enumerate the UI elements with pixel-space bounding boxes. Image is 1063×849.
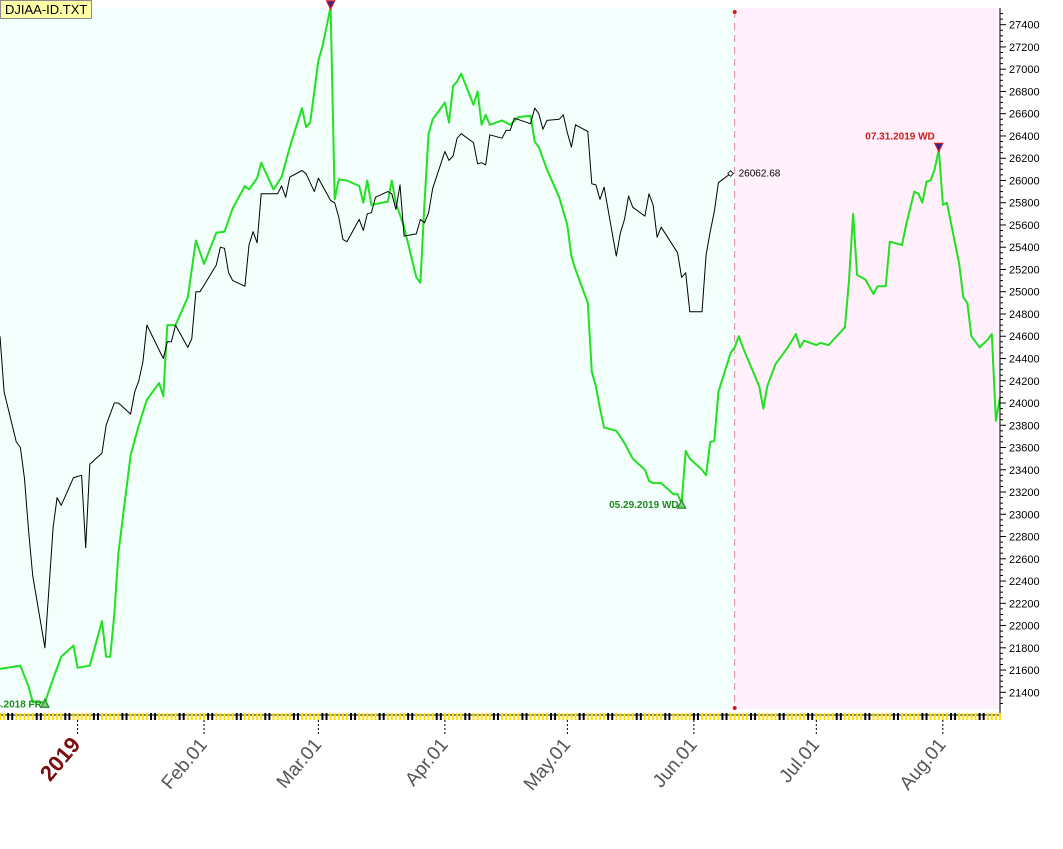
y-tick-label: 26600 [1009, 109, 1040, 121]
y-tick-label: 23600 [1009, 443, 1040, 455]
forecast-background [734, 8, 1000, 709]
y-tick-label: 21600 [1009, 665, 1040, 677]
y-tick-label: 25200 [1009, 264, 1040, 276]
file-title-label: DJIAA-ID.TXT [0, 0, 93, 19]
bottom-annotation-label: 12.24.2018 FR [0, 699, 43, 710]
y-tick-label: 27000 [1009, 64, 1040, 76]
y-tick-label: 26400 [1009, 131, 1040, 143]
y-tick-label: 25400 [1009, 242, 1040, 254]
annotation-layer: 26062.6803.04.2019 MO07.31.2019 WD05.29.… [0, 0, 944, 710]
y-tick-label: 21400 [1009, 687, 1040, 699]
x-axis: 2019 Feb.01 Mar.01 Apr.01 May.01 Jun.01 Jul.01… [0, 713, 1001, 795]
x-tick-label: 2019 [35, 732, 86, 786]
x-tick-label: Jun.01 [649, 735, 702, 792]
y-axis: 21400 21600 21800 22000 22200 22400 22600 22800… [999, 8, 1040, 719]
y-tick-label: 23400 [1009, 465, 1040, 477]
y-tick-label: 22200 [1009, 598, 1040, 610]
y-tick-label: 24800 [1009, 309, 1040, 321]
x-tick-label: May.01 [520, 735, 575, 795]
divider-bottom-dot [732, 706, 737, 710]
y-tick-label: 22000 [1009, 621, 1040, 633]
bottom-annotation-label: 05.29.2019 WD [609, 500, 679, 511]
bottom-marker-icon [676, 498, 687, 509]
series-layer [0, 5, 1001, 704]
divider-top-dot [732, 10, 737, 14]
y-tick-label: 21800 [1009, 643, 1040, 655]
y-tick-label: 22400 [1009, 576, 1040, 588]
y-tick-label: 24400 [1009, 354, 1040, 366]
top-marker-icon [325, 0, 336, 11]
y-tick-label: 24600 [1009, 331, 1040, 343]
y-tick-label: 22600 [1009, 554, 1040, 566]
y-tick-label: 23000 [1009, 509, 1040, 521]
last-value-label: 26062.68 [739, 168, 781, 179]
last-value-marker [727, 170, 735, 177]
y-tick-label: 25000 [1009, 287, 1040, 299]
y-tick-label: 23800 [1009, 420, 1040, 432]
y-tick-label: 26200 [1009, 153, 1040, 165]
y-tick-label: 26800 [1009, 86, 1040, 98]
y-tick-label: 23200 [1009, 487, 1040, 499]
x-tick-label: Apr.01 [401, 735, 452, 791]
y-tick-label: 24200 [1009, 376, 1040, 388]
y-tick-label: 26000 [1009, 175, 1040, 187]
series-line-forecast [0, 5, 1001, 704]
bottom-marker-icon [39, 697, 50, 708]
forecast-divider [732, 10, 737, 710]
y-tick-label: 27400 [1009, 20, 1040, 32]
series-line-actual [0, 107, 731, 649]
y-tick-label: 27200 [1009, 42, 1040, 54]
x-tick-label: Jul.01 [775, 735, 824, 787]
top-marker-icon [933, 142, 944, 153]
y-tick-label: 25800 [1009, 198, 1040, 210]
top-annotation-label: 07.31.2019 WD [865, 131, 935, 142]
history-background [0, 8, 735, 709]
y-tick-label: 24000 [1009, 398, 1040, 410]
x-tick-label: Aug.01 [896, 735, 951, 795]
x-tick-label: Mar.01 [273, 735, 326, 793]
x-tick-label: Feb.01 [158, 735, 212, 794]
y-tick-label: 22800 [1009, 532, 1040, 544]
y-tick-label: 25600 [1009, 220, 1040, 232]
